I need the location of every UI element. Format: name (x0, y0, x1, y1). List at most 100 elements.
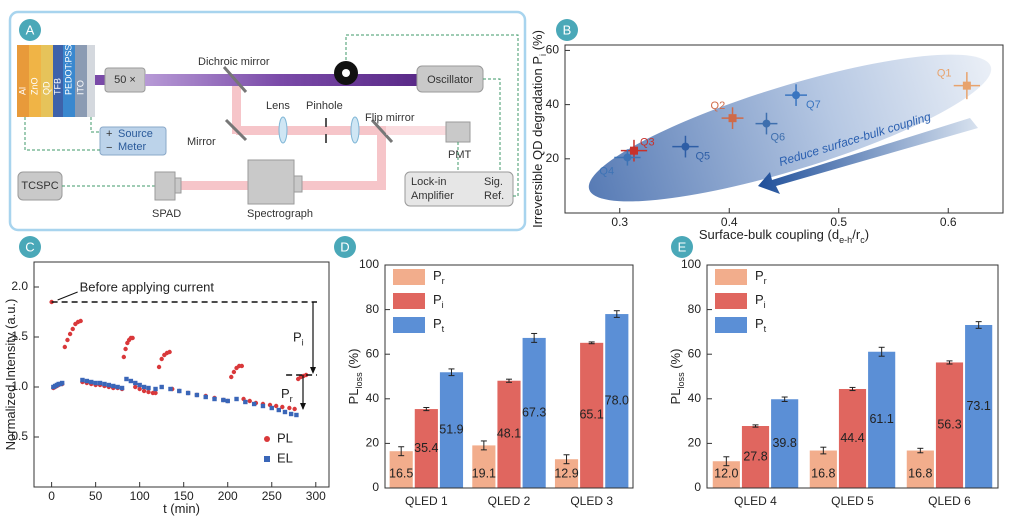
value-label: 44.4 (840, 431, 864, 445)
point (65, 337, 70, 343)
layer-label: QD (41, 81, 51, 95)
point-label: Q2 (711, 100, 726, 112)
bar (472, 445, 496, 488)
point (115, 384, 120, 390)
bar (906, 450, 934, 488)
point (89, 379, 94, 385)
pi-label-part: P (293, 330, 302, 345)
layer (53, 45, 63, 117)
trend-arrow (758, 118, 978, 194)
value-label: 65.1 (579, 408, 603, 422)
point (141, 388, 147, 394)
wire (24, 117, 100, 151)
legend-swatch (715, 293, 747, 309)
point (229, 374, 234, 380)
setup-diagram: A Al ZnO QD TFB PEDOT:PSS ITO 50 × Dichr… (8, 10, 527, 232)
point (62, 344, 68, 350)
y-tick-label: 0 (372, 480, 379, 494)
y-tick-label: 80 (366, 302, 380, 316)
y-axis-label-part: loss (676, 372, 686, 389)
polarity: − (106, 142, 112, 154)
y-tick-label: 0 (694, 480, 701, 494)
x-tick-label: 300 (306, 489, 326, 503)
point (234, 396, 239, 402)
sig-label: Sig. (484, 176, 503, 188)
flip-mirror-label: Flip mirror (365, 112, 415, 124)
point-label: Q4 (599, 165, 614, 177)
spectrograph (293, 175, 303, 193)
bar (741, 426, 770, 488)
lock-in (404, 171, 514, 207)
dichroic-label: Dichroic mirror (198, 56, 270, 68)
pr-label-part: P (281, 386, 290, 401)
value-label: 56.3 (937, 418, 961, 432)
pi-label-part: i (302, 338, 304, 348)
x-axis-label: Surface-bulk coupling (de-h/rc) (699, 227, 869, 245)
layer-label: ZnO (29, 77, 39, 95)
x-tick-label: 0 (48, 489, 55, 503)
annotation-arrow (57, 291, 78, 301)
x-tick-label: QLED 5 (831, 494, 874, 508)
bar (809, 450, 837, 488)
point (102, 381, 107, 387)
x-axis-label-part: c (860, 235, 865, 245)
x-tick-label: QLED 4 (734, 494, 777, 508)
y-tick-label: 100 (681, 257, 701, 271)
panel-badge (19, 236, 41, 258)
pr-arrow-head (300, 403, 306, 410)
y-tick-label: 40 (688, 391, 702, 405)
point (221, 397, 226, 403)
spad (174, 177, 182, 194)
wire (90, 117, 100, 133)
legend-label: PL (277, 430, 293, 445)
value-label: 16.5 (389, 466, 413, 480)
point (121, 354, 127, 360)
value-label: 27.8 (743, 449, 767, 463)
x-tick-label: 150 (174, 489, 194, 503)
point (243, 399, 248, 405)
point (133, 380, 138, 386)
plot-frame (33, 261, 330, 488)
point (159, 356, 164, 362)
y-tick-label: 60 (366, 346, 380, 360)
x-tick-label: QLED 2 (488, 494, 531, 508)
point (59, 380, 65, 386)
flip-mirror (370, 118, 394, 144)
pr-label: Pr (281, 386, 293, 404)
point (247, 398, 252, 404)
bar (554, 459, 579, 488)
point (67, 331, 73, 337)
y-tick-label: 20 (688, 436, 702, 450)
plot-frame (706, 264, 999, 489)
x-axis-label-part: /r (852, 227, 861, 242)
spad (154, 171, 176, 201)
legend-swatch (715, 317, 747, 333)
lockin-label: Lock-in (411, 176, 446, 188)
point (167, 349, 172, 355)
bar (439, 372, 464, 488)
y-tick-label: 40 (366, 391, 380, 405)
pl-beam (386, 126, 446, 135)
point-label: Q1 (937, 68, 952, 80)
plot-frame (384, 264, 634, 489)
x-tick-label: 250 (262, 489, 282, 503)
point (106, 382, 112, 388)
point (78, 318, 83, 324)
point (153, 386, 158, 392)
legend-marker (264, 456, 270, 462)
x-tick-label: QLED 1 (405, 494, 448, 508)
y-tick-label: 2.0 (11, 279, 28, 293)
point (276, 407, 282, 413)
y-axis-label-part: PL (668, 389, 683, 405)
point (133, 384, 138, 390)
legend-label: Pi (755, 292, 766, 310)
point (273, 403, 279, 409)
x-tick-label: 0.6 (940, 215, 957, 229)
lens-label: Lens (266, 100, 290, 112)
point (168, 386, 173, 392)
dichroic-mirror (222, 66, 248, 93)
point (97, 380, 103, 386)
y-axis-label-part: (%) (668, 349, 683, 373)
bar (605, 314, 629, 488)
point (629, 146, 638, 155)
